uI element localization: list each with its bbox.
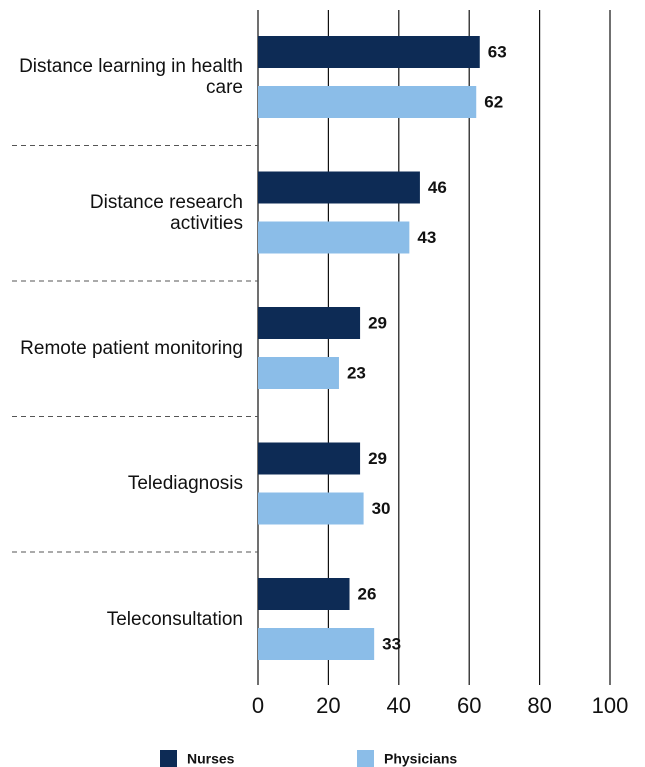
x-tick-label: 100 <box>592 693 629 718</box>
bar <box>258 171 420 204</box>
bar <box>258 578 350 610</box>
category-label: Teleconsultation <box>106 608 243 630</box>
value-label: 62 <box>484 92 503 111</box>
category-label: Telediagnosis <box>127 473 243 494</box>
value-label: 63 <box>488 42 507 61</box>
value-label: 33 <box>382 634 401 653</box>
bar <box>258 86 477 118</box>
x-tick-label: 40 <box>387 693 411 718</box>
value-label: 46 <box>428 178 447 197</box>
legend-label: Nurses <box>187 751 235 767</box>
category-label: Distance research activities <box>89 191 243 234</box>
bar <box>258 628 375 660</box>
legend-label: Physicians <box>384 751 457 767</box>
legend-swatch <box>160 750 177 767</box>
value-label: 29 <box>368 313 387 332</box>
bar <box>258 492 364 525</box>
x-tick-label: 0 <box>252 693 264 718</box>
category-label: Distance learning in health care <box>19 56 243 98</box>
x-tick-label: 60 <box>457 693 481 718</box>
x-tick-label: 20 <box>316 693 340 718</box>
bar <box>258 221 410 254</box>
bar <box>258 442 361 475</box>
value-label: 23 <box>347 363 366 382</box>
x-tick-label: 80 <box>527 693 551 718</box>
bar <box>258 307 361 339</box>
value-label: 30 <box>372 499 391 518</box>
value-label: 43 <box>417 228 436 247</box>
category-label: Remote patient monitoring <box>20 337 243 359</box>
bar <box>258 357 339 389</box>
legend-swatch <box>357 750 374 767</box>
bar <box>258 36 480 68</box>
value-label: 26 <box>358 584 377 603</box>
value-label: 29 <box>368 449 387 468</box>
